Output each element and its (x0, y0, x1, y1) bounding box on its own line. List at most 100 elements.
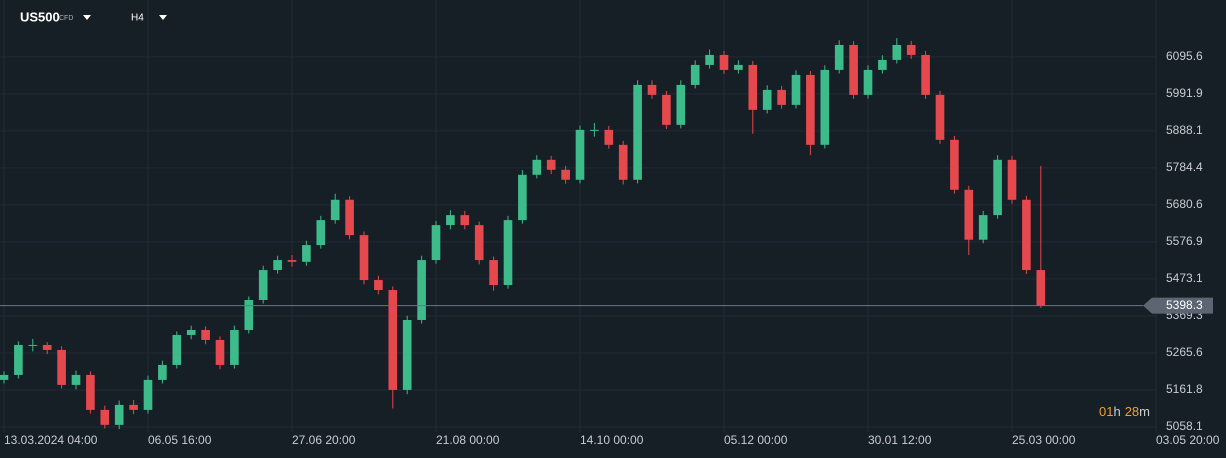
x-tick-label: 13.03.2024 04:00 (4, 433, 98, 447)
symbol-tag: CFD (59, 15, 73, 22)
candle-body (906, 44, 916, 55)
candle-body (748, 64, 758, 110)
y-tick-label: 5576.9 (1166, 234, 1203, 248)
candle-body (446, 215, 455, 226)
symbol[interactable]: US500 (20, 9, 60, 24)
x-tick-label: 27.06 20:00 (292, 433, 356, 447)
y-tick-label: 5265.6 (1166, 345, 1203, 359)
candle-body (474, 225, 484, 261)
candle-body (1007, 159, 1017, 200)
symbol-dropdown[interactable] (83, 15, 91, 20)
y-tick-label: 5161.8 (1166, 382, 1203, 396)
candle-body (518, 174, 527, 221)
x-tick-label: 25.03 00:00 (1012, 433, 1076, 447)
candle-body (316, 220, 326, 246)
candle-body (287, 260, 297, 262)
candle-body (921, 54, 930, 95)
candle-body (604, 129, 614, 145)
timeframe-dropdown[interactable] (159, 15, 167, 20)
candle-body (892, 44, 902, 60)
candle-body (28, 344, 38, 346)
candle-body (762, 89, 772, 110)
candle-body (100, 409, 110, 425)
candle-body (86, 374, 95, 410)
x-tick-label: 03.05 20:00 (1156, 433, 1220, 447)
y-tick-label: 5680.6 (1166, 197, 1203, 211)
candle-body (345, 199, 354, 236)
candle-body (993, 159, 1002, 216)
candle-body (489, 260, 498, 286)
candle-body (460, 215, 470, 226)
candle-body (719, 54, 729, 70)
candle-body (14, 344, 23, 375)
candle-body (791, 74, 801, 105)
candle-body (258, 270, 268, 301)
x-tick-label: 30.01 12:00 (868, 433, 932, 447)
current-price-tag (1143, 297, 1213, 314)
candle-body (734, 64, 743, 70)
candle-body (1022, 199, 1031, 271)
candle-body (662, 94, 671, 125)
candle-body (114, 404, 124, 425)
y-tick-label: 5888.1 (1166, 123, 1203, 137)
candle-body (863, 69, 873, 95)
candle-body (129, 404, 138, 410)
candle-body (71, 374, 81, 385)
candle-body (935, 94, 945, 140)
countdown-hours: 01 (1099, 404, 1113, 419)
countdown-minutes-unit: m (1139, 404, 1150, 419)
candle-body (1036, 270, 1046, 306)
candle-body (143, 379, 153, 410)
x-tick-label: 06.05 16:00 (148, 433, 212, 447)
candle-body (359, 235, 369, 281)
candle-body (402, 319, 412, 390)
candle-body (950, 139, 959, 190)
candle-body (676, 84, 686, 125)
candle-body (647, 84, 657, 95)
candle-body (633, 84, 642, 180)
candle-body (244, 300, 254, 330)
candle-body (431, 225, 441, 261)
y-tick-label: 5473.1 (1166, 271, 1203, 285)
candle-body (978, 215, 988, 240)
candle-body (172, 334, 182, 365)
candle-body (230, 329, 239, 365)
candle-body (330, 199, 340, 221)
candle-body (806, 74, 815, 145)
candle-body (388, 290, 398, 390)
candle-body (374, 280, 383, 291)
x-tick-label: 05.12 00:00 (724, 433, 788, 447)
candle-body (834, 44, 844, 70)
x-tick-label: 21.08 00:00 (436, 433, 500, 447)
candle-body (0, 374, 9, 380)
candle-body (964, 189, 974, 240)
candle-body (57, 349, 66, 385)
y-tick-label: 5991.9 (1166, 86, 1203, 100)
y-tick-label: 5058.1 (1166, 419, 1203, 433)
candle-body (302, 245, 311, 262)
candle-body (777, 89, 786, 105)
candle-body (690, 64, 700, 85)
candle-body (618, 144, 628, 180)
candle-body (590, 129, 599, 131)
countdown-hours-unit: h (1113, 404, 1120, 419)
candle-body (215, 339, 225, 365)
candle-body (42, 344, 52, 350)
candle-body (503, 220, 513, 286)
y-tick-label: 5784.4 (1166, 160, 1203, 174)
timeframe[interactable]: H4 (131, 13, 144, 24)
candle-body (532, 159, 542, 175)
y-tick-label: 6095.6 (1166, 49, 1203, 63)
countdown: 01h 28m (1099, 404, 1150, 419)
current-price-label: 5398.3 (1166, 298, 1203, 312)
candle-body (546, 159, 556, 170)
candle-body (273, 260, 282, 271)
candle-body (417, 260, 426, 320)
candle-body (849, 44, 858, 95)
candle-body (158, 364, 167, 380)
candle-body (878, 59, 887, 70)
x-tick-label: 14.10 00:00 (580, 433, 644, 447)
candle-body (575, 129, 585, 180)
